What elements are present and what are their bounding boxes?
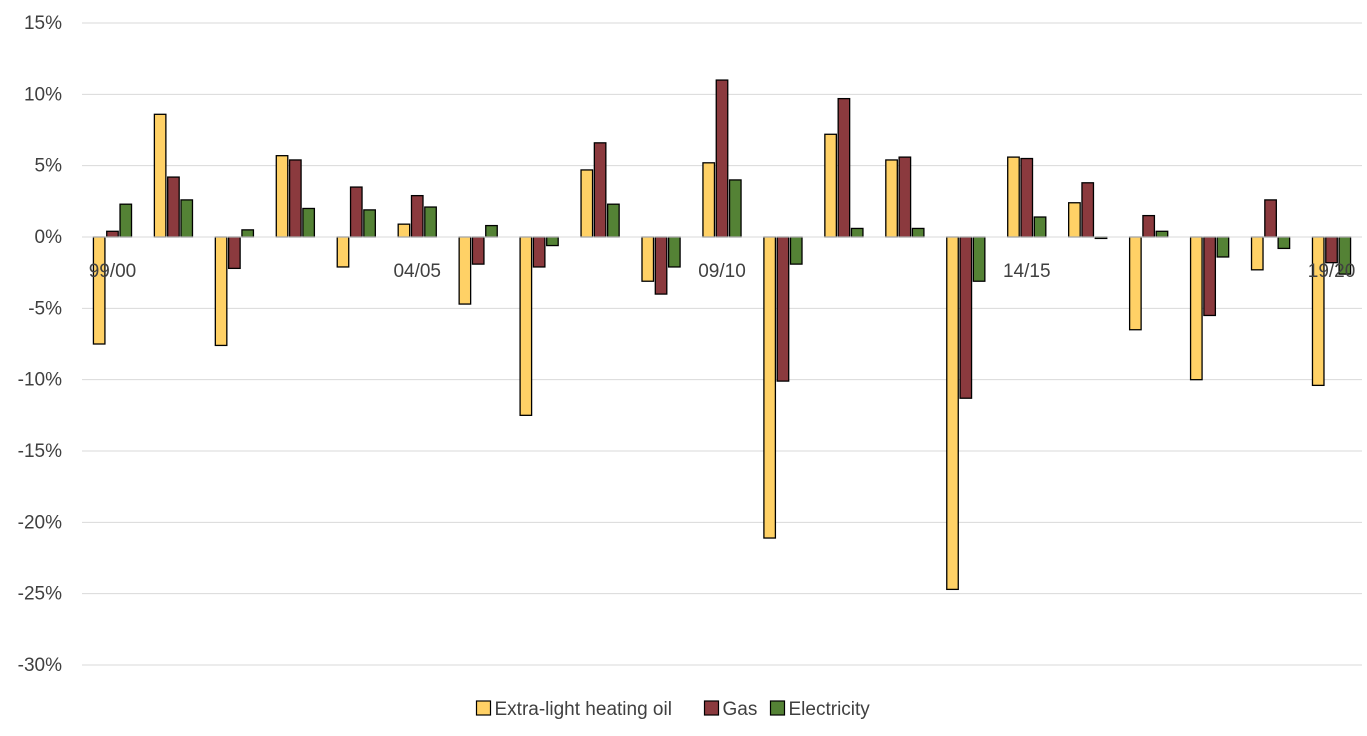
x-tick-label: 14/15	[1003, 261, 1051, 282]
bar	[227, 236, 241, 270]
bar	[92, 236, 106, 345]
bar	[885, 159, 898, 238]
bar	[363, 209, 376, 238]
legend-label: Electricity	[789, 699, 871, 720]
bar	[606, 203, 620, 238]
bar	[153, 113, 167, 238]
bar	[911, 227, 925, 238]
bar	[1020, 157, 1034, 238]
bar	[1264, 199, 1277, 238]
bar	[898, 156, 912, 238]
bar	[959, 236, 973, 399]
bar	[1189, 236, 1203, 381]
y-tick-label: -5%	[28, 298, 62, 319]
y-tick-label: 15%	[24, 13, 62, 34]
y-tick-label: -10%	[18, 370, 62, 391]
y-tick-label: 5%	[35, 156, 63, 177]
bar	[850, 227, 864, 238]
bar	[1325, 236, 1338, 264]
x-tick-label: 99/00	[89, 261, 137, 282]
bar	[275, 155, 289, 238]
bar	[1155, 230, 1169, 238]
bar	[532, 236, 546, 268]
legend-swatch	[475, 700, 492, 716]
y-tick-label: -20%	[18, 512, 62, 533]
bar	[1311, 236, 1325, 387]
bar	[410, 194, 424, 238]
x-tick-label: 09/10	[698, 261, 746, 282]
bar	[728, 179, 742, 238]
bar	[593, 142, 607, 238]
legend-item: Gas	[703, 699, 758, 720]
y-tick-label: 0%	[35, 227, 63, 248]
x-tick-label: 19/20	[1308, 261, 1356, 282]
bar	[180, 199, 194, 238]
bar	[654, 236, 668, 295]
bar	[1216, 236, 1230, 258]
bar	[302, 207, 316, 238]
bar	[167, 176, 180, 238]
bar	[789, 236, 803, 265]
y-tick-label: 10%	[24, 84, 62, 105]
legend-label: Extra-light heating oil	[495, 699, 672, 720]
bar	[288, 159, 302, 238]
bar	[946, 236, 959, 591]
bar	[241, 229, 255, 238]
bar	[1033, 216, 1047, 238]
bar	[776, 236, 790, 382]
y-axis-ticks: 15% 10% 5% 0% -5% -10% -15% -20% -25% -30%	[18, 13, 62, 676]
legend-item: Electricity	[769, 699, 871, 720]
bar	[837, 97, 851, 238]
x-axis-ticks: 99/00 04/05 09/10 14/15 19/20	[89, 261, 1356, 282]
bar	[702, 162, 716, 238]
bar	[424, 206, 437, 238]
legend-swatch	[703, 700, 720, 716]
bar	[119, 203, 133, 238]
bar	[667, 236, 681, 268]
bar	[715, 79, 729, 238]
bar	[1250, 236, 1264, 271]
y-tick-label: -15%	[18, 441, 62, 462]
bar	[336, 236, 350, 268]
bar	[349, 186, 363, 238]
bar	[972, 236, 986, 282]
bar	[1128, 236, 1142, 331]
bar	[1081, 182, 1095, 238]
bar	[1203, 236, 1217, 317]
bar	[641, 236, 655, 282]
bar	[1277, 236, 1291, 250]
bar	[471, 236, 485, 265]
y-tick-label: -30%	[18, 655, 62, 676]
legend-item: Extra-light heating oil	[475, 699, 672, 720]
legend: Extra-light heating oil Gas Electricity	[475, 699, 871, 720]
x-tick-label: 04/05	[393, 261, 441, 282]
bar	[458, 236, 472, 305]
bar	[580, 169, 594, 238]
bar	[106, 230, 119, 238]
bar	[519, 236, 533, 416]
bar	[546, 236, 559, 247]
bars	[92, 79, 1352, 591]
bar	[763, 236, 777, 539]
bar	[1007, 156, 1020, 238]
bar	[397, 223, 411, 238]
legend-label: Gas	[723, 699, 758, 720]
bar	[1068, 202, 1081, 238]
y-tick-label: -25%	[18, 584, 62, 605]
bar	[214, 236, 228, 347]
legend-swatch	[769, 700, 786, 716]
bar	[1142, 214, 1156, 238]
bar	[824, 133, 838, 238]
bar	[485, 224, 498, 238]
